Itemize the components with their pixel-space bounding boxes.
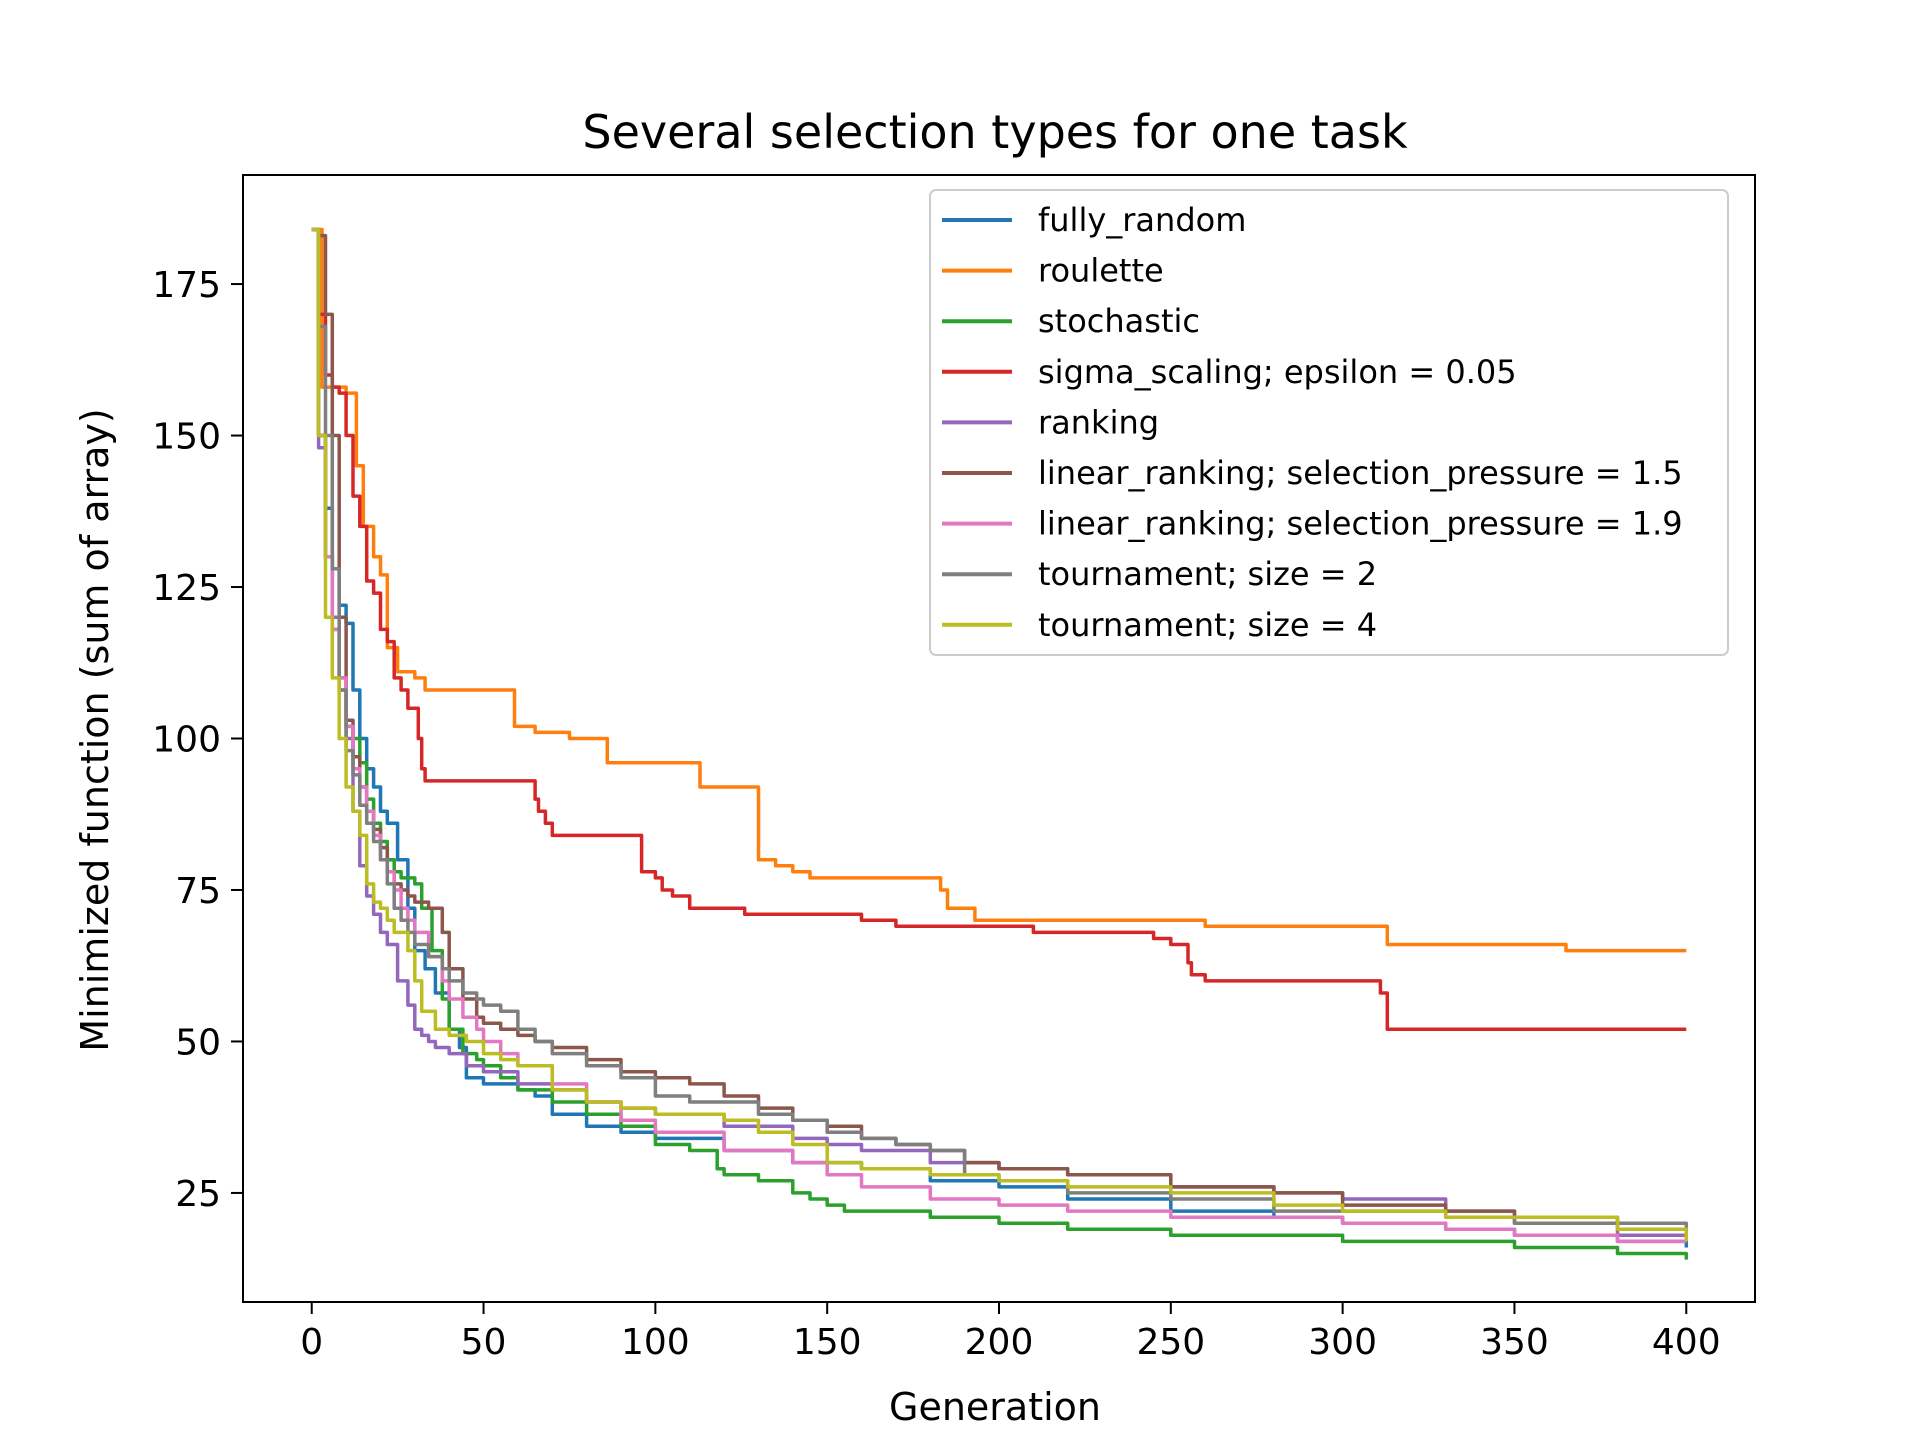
legend-entry-4: ranking (1038, 403, 1159, 441)
series-line-8 (311, 227, 1689, 1242)
legend-box (929, 189, 1729, 656)
legend-entry-0: fully_random (1038, 201, 1246, 239)
x-tick-label: 0 (300, 1322, 323, 1363)
legend-entry-6: linear_ranking; selection_pressure = 1.9 (1038, 505, 1683, 543)
y-tick-label: 175 (152, 265, 221, 306)
x-tick-label: 50 (461, 1322, 507, 1363)
series-line-1 (311, 227, 1687, 953)
y-axis-ticks: 25 50 75 100 125 150 175 (152, 265, 243, 1215)
plot-area: 0 50 100 150 200 250 300 350 400 25 50 75 100 125 150… (152, 174, 1756, 1363)
x-tick-label: 200 (965, 1322, 1034, 1363)
legend-entry-5: linear_ranking; selection_pressure = 1.5 (1038, 454, 1683, 492)
x-axis-ticks: 0 50 100 150 200 250 300 350 400 (300, 1302, 1721, 1363)
x-tick-label: 300 (1308, 1322, 1377, 1363)
y-tick-label: 50 (175, 1022, 221, 1063)
series-layer (311, 227, 1689, 1260)
x-tick-label: 150 (793, 1322, 862, 1363)
y-axis-label: Minimized function (sum of array) (73, 408, 117, 1051)
y-tick-label: 75 (175, 871, 221, 912)
x-tick-label: 100 (621, 1322, 690, 1363)
y-tick-label: 25 (175, 1174, 221, 1215)
legend-entry-3: sigma_scaling; epsilon = 0.05 (1038, 353, 1517, 391)
legend-entry-8: tournament; size = 4 (1038, 606, 1377, 644)
series-line-3 (311, 227, 1687, 1032)
legend: fully_random roulette stochastic sigma_scal… (929, 189, 1729, 656)
y-tick-label: 150 (152, 417, 221, 458)
chart-title: Several selection types for one task (582, 105, 1408, 159)
legend-entry-7: tournament; size = 2 (1038, 555, 1377, 593)
y-tick-label: 125 (152, 568, 221, 609)
x-tick-label: 400 (1652, 1322, 1721, 1363)
legend-entry-1: roulette (1038, 252, 1164, 290)
y-tick-label: 100 (152, 720, 221, 761)
x-tick-label: 250 (1136, 1322, 1205, 1363)
x-tick-label: 350 (1480, 1322, 1549, 1363)
series-line-2 (311, 227, 1689, 1260)
x-axis-label: Generation (889, 1385, 1101, 1429)
legend-entry-2: stochastic (1038, 302, 1200, 340)
